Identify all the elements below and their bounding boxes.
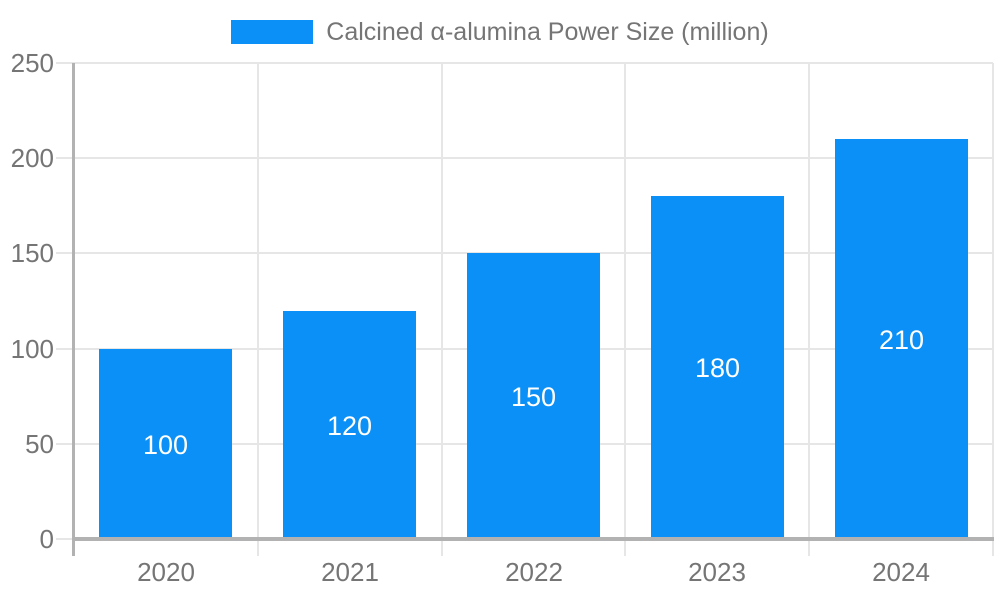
y-tick (56, 538, 74, 540)
x-axis-label: 2023 (688, 557, 746, 587)
v-gridline (992, 63, 994, 556)
bar-value-label: 180 (694, 353, 741, 383)
bar-value-label: 120 (326, 410, 373, 441)
h-gridline (74, 62, 993, 64)
x-axis-label: 2022 (505, 557, 563, 587)
legend-swatch (231, 20, 314, 44)
bar-value-label: 100 (142, 429, 189, 460)
bar: 100 (99, 349, 232, 541)
bar-value-label: 210 (878, 324, 925, 355)
y-tick (56, 348, 74, 350)
y-axis-label: 150 (10, 238, 54, 268)
x-axis-line (72, 537, 994, 541)
x-axis-label: 2024 (872, 557, 930, 587)
x-axis-label: 2020 (137, 557, 195, 587)
bar: 210 (835, 139, 968, 541)
y-axis-line (72, 63, 75, 556)
x-axis-label: 2021 (321, 557, 379, 587)
bar: 120 (283, 311, 416, 541)
y-tick (56, 62, 74, 64)
y-tick (56, 157, 74, 159)
y-axis-label: 0 (39, 524, 54, 554)
v-gridline (624, 63, 626, 556)
y-tick (56, 252, 74, 254)
y-axis-label: 250 (10, 48, 54, 78)
bar-value-label: 150 (510, 381, 557, 412)
legend: Calcined α-alumina Power Size (million) (0, 17, 1000, 47)
v-gridline (441, 63, 443, 556)
bar: 180 (651, 196, 784, 541)
v-gridline (808, 63, 810, 556)
legend-label: Calcined α-alumina Power Size (million) (326, 18, 769, 46)
y-axis-label: 50 (25, 429, 54, 459)
bar: 150 (467, 253, 600, 541)
v-gridline (257, 63, 259, 556)
h-gridline (74, 157, 993, 159)
y-axis-label: 100 (10, 334, 54, 364)
y-axis-label: 200 (10, 143, 54, 173)
y-tick (56, 443, 74, 445)
